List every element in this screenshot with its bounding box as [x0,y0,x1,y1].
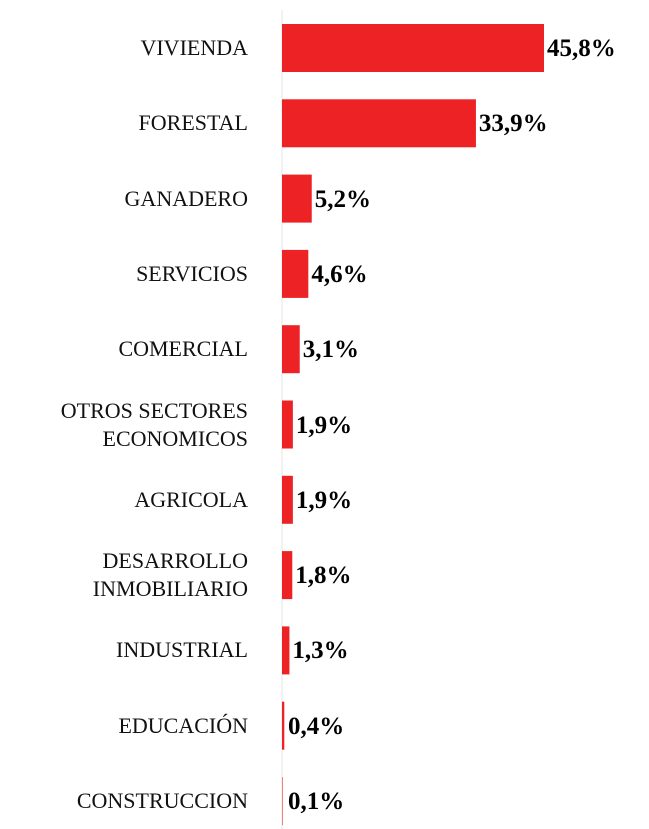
bar [282,551,293,600]
category-label: COMERCIAL [118,336,248,362]
value-label: 45,8% [547,35,616,62]
category-label: CONSTRUCCION [76,788,248,813]
value-label: 0,4% [288,712,345,740]
category-label: EDUCACIÓN [118,712,248,738]
category-label: DESARROLLO INMOBILIARIO [92,548,248,602]
category-label: GANADERO [124,185,248,211]
value-label: 33,9% [478,110,548,138]
category-label: OTROS SECTORES ECONOMICOS [60,397,248,451]
value-label: 1,9% [295,486,353,514]
bar [282,400,293,449]
value-label: 3,1% [302,336,359,364]
bar [282,701,285,750]
bar [282,24,544,72]
category-label: VIVIENDA [140,35,248,60]
value-label: 1,8% [295,562,352,590]
bar [282,475,293,524]
category-label: INDUSTRIAL [116,637,248,663]
bar [282,626,290,675]
bar [282,99,476,148]
value-label: 0,1% [288,788,345,815]
bar [282,174,312,223]
value-label: 1,9% [295,411,353,439]
category-label: SERVICIOS [136,260,248,286]
category-label: FORESTAL [138,110,248,136]
bar [282,777,283,825]
value-label: 4,6% [311,260,368,288]
bar [282,325,300,374]
value-label: 5,2% [314,185,371,213]
bar [282,249,309,298]
category-label: AGRICOLA [134,486,248,512]
value-label: 1,3% [292,637,349,665]
